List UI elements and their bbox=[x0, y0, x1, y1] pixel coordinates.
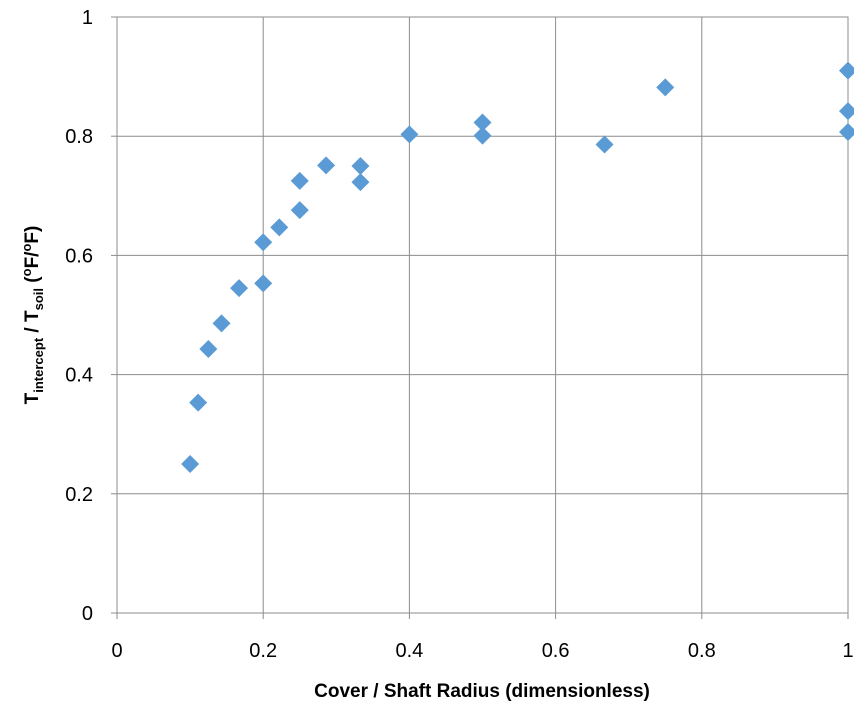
data-point-0-17 bbox=[656, 78, 675, 97]
x-tick-label-4: 0.8 bbox=[688, 640, 716, 662]
axes bbox=[111, 16, 849, 619]
data-point-0-19 bbox=[839, 102, 854, 121]
x-axis-title: Cover / Shaft Radius (dimensionless) bbox=[314, 681, 650, 702]
x-tick-label-1: 0.2 bbox=[249, 640, 277, 662]
y-axis-title: Tintercept / Tsoil (oF/oF) bbox=[19, 226, 46, 405]
data-point-0-7 bbox=[270, 218, 289, 237]
y-tick-label-5: 1 bbox=[82, 7, 93, 29]
x-tick-label-0: 0 bbox=[111, 640, 122, 662]
y-axis-title-t1: T bbox=[22, 392, 43, 404]
x-tick-label-5: 1 bbox=[842, 640, 853, 662]
y-axis-title-sup1: o bbox=[19, 268, 34, 276]
data-point-0-0 bbox=[181, 455, 200, 473]
y-axis-title-unit-close: F) bbox=[22, 226, 43, 244]
data-point-0-2 bbox=[199, 339, 218, 358]
data-point-0-4 bbox=[230, 279, 249, 298]
y-tick-label-1: 0.2 bbox=[65, 484, 93, 506]
data-point-0-12 bbox=[351, 173, 370, 192]
data-point-0-3 bbox=[212, 314, 231, 333]
data-point-0-6 bbox=[254, 233, 273, 252]
y-axis-title-sub1: intercept bbox=[31, 337, 46, 393]
y-axis-title-unit-mid: F/ bbox=[22, 251, 43, 269]
data-point-0-10 bbox=[317, 156, 336, 175]
x-tick-label-2: 0.4 bbox=[395, 640, 423, 662]
data-point-0-20 bbox=[839, 123, 854, 142]
data-point-0-11 bbox=[351, 157, 370, 175]
data-point-0-9 bbox=[290, 171, 309, 190]
plot-frame bbox=[116, 16, 849, 614]
grid bbox=[116, 16, 849, 614]
y-tick-label-0: 0 bbox=[82, 603, 93, 625]
x-tick-label-3: 0.6 bbox=[542, 640, 570, 662]
y-axis-title-unit-open: ( bbox=[22, 276, 43, 288]
data-point-0-14 bbox=[473, 113, 492, 132]
data-point-0-18 bbox=[839, 61, 854, 80]
y-tick-label-3: 0.6 bbox=[65, 245, 93, 267]
y-axis-title-sup2: o bbox=[19, 244, 34, 252]
y-tick-labels: 0 0.2 0.4 0.6 0.8 1 bbox=[65, 7, 93, 625]
y-tick-label-2: 0.4 bbox=[65, 365, 93, 387]
data-point-0-5 bbox=[254, 274, 273, 293]
y-tick-label-4: 0.8 bbox=[65, 126, 93, 148]
data-point-0-8 bbox=[290, 201, 309, 220]
y-axis-title-sub2: soil bbox=[31, 288, 46, 310]
data-point-0-16 bbox=[595, 135, 614, 154]
data-point-0-15 bbox=[473, 126, 492, 145]
x-tick-labels: 0 0.2 0.4 0.6 0.8 1 bbox=[111, 640, 853, 662]
data-points bbox=[181, 61, 854, 473]
data-point-0-13 bbox=[400, 125, 419, 144]
y-axis-title-mid: / T bbox=[22, 310, 43, 338]
data-point-0-1 bbox=[189, 393, 208, 412]
